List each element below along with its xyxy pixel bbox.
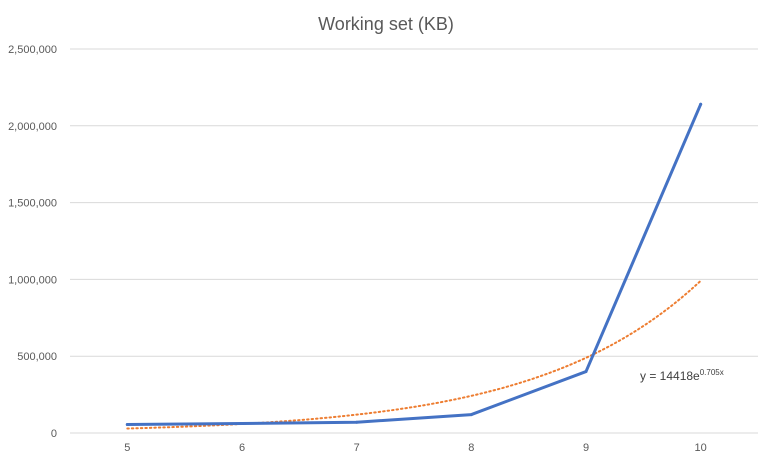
data-point [584, 370, 588, 374]
x-tick-label: 5 [124, 442, 130, 454]
x-tick-label: 9 [583, 442, 589, 454]
x-tick-label: 6 [239, 442, 245, 454]
y-tick-label: 2,000,000 [8, 121, 57, 133]
y-tick-label: 0 [51, 428, 57, 440]
y-tick-label: 1,500,000 [8, 198, 57, 210]
series-layer [125, 102, 703, 427]
data-point [355, 420, 359, 424]
x-axis-ticks: 5 6 7 8 9 10 [124, 442, 707, 454]
data-point [125, 423, 129, 427]
data-point [240, 421, 244, 425]
trendline-equation-base: y = 14418e [640, 369, 700, 383]
y-axis-ticks: 0 500,000 1,000,000 1,500,000 2,000,000 2,500… [8, 44, 57, 440]
trendline-equation: y = 14418e0.705x [640, 368, 724, 383]
data-point [699, 102, 703, 106]
y-tick-label: 2,500,000 [8, 44, 57, 56]
y-tick-label: 500,000 [17, 351, 57, 363]
x-tick-label: 10 [695, 442, 707, 454]
chart-title: Working set (KB) [318, 14, 454, 34]
x-tick-label: 7 [354, 442, 360, 454]
x-tick-label: 8 [468, 442, 474, 454]
gridlines [70, 48, 758, 434]
data-point [469, 413, 473, 417]
series-line [125, 102, 703, 427]
y-tick-label: 1,000,000 [8, 274, 57, 286]
trendline-equation-exponent: 0.705x [700, 368, 724, 377]
